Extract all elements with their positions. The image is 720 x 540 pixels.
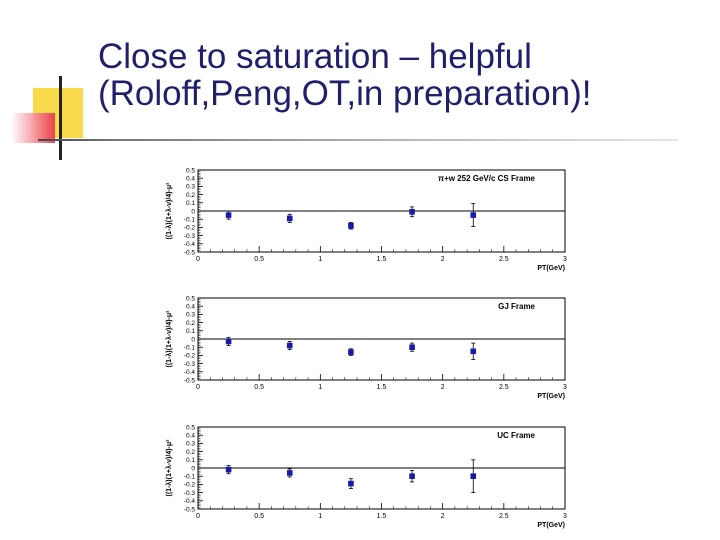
data-point [286, 470, 293, 476]
x-tick-label: 2 [441, 513, 445, 520]
data-point [409, 344, 415, 350]
x-tick-label: 2 [441, 384, 445, 391]
data-point [225, 338, 232, 345]
data-point [409, 209, 415, 215]
y-tick-label: -0.3 [184, 361, 196, 368]
data-point [348, 349, 354, 355]
decor-vertical-line [59, 76, 62, 160]
y-axis-label: ((1-λ)(1+λ-ν)/4)-μ² [165, 439, 173, 497]
x-tick-label: 1.5 [377, 513, 387, 520]
x-tick-label: 2.5 [499, 256, 509, 263]
y-tick-label: -0.3 [184, 233, 196, 240]
plot-gj-frame: 0.50.40.30.20.10-0.1-0.2-0.3-0.4-0.50 0.5… [165, 295, 567, 400]
data-point [348, 480, 354, 487]
y-tick-label: -0.1 [184, 217, 196, 224]
data-point [470, 212, 477, 218]
data-point [470, 348, 477, 355]
y-tick-label: -0.2 [184, 353, 196, 360]
y-tick-label: -0.4 [184, 498, 196, 505]
y-tick-label: 0.3 [186, 441, 195, 448]
data-point [286, 215, 293, 222]
slide-title: Close to saturation – helpful (Roloff,Pe… [98, 38, 592, 112]
y-tick-label: -0.4 [184, 369, 196, 376]
y-tick-label: 0.2 [186, 449, 195, 456]
y-tick-label: 0.2 [186, 192, 195, 199]
x-tick-label: 1.5 [377, 384, 387, 391]
y-tick-label: 0.5 [186, 167, 195, 174]
x-tick-label: 0.5 [254, 256, 264, 263]
decor-pink-square [11, 113, 55, 143]
y-tick-label: 0.3 [186, 184, 195, 191]
data-point [286, 342, 293, 349]
y-tick-label: 0.1 [186, 457, 195, 464]
y-tick-label: -0.5 [184, 506, 196, 513]
x-tick-label: 2.5 [499, 513, 509, 520]
x-axis-label: PT(GeV) [537, 393, 565, 400]
x-tick-label: 0 [196, 384, 200, 391]
x-tick-label: 0.5 [254, 513, 264, 520]
x-tick-label: 2 [441, 256, 445, 263]
y-tick-label: 0.2 [186, 320, 195, 327]
y-tick-label: -0.2 [184, 482, 196, 489]
x-tick-label: 2.5 [499, 384, 509, 391]
y-tick-label: 0 [191, 208, 195, 215]
y-tick-label: 0.5 [186, 295, 195, 302]
y-tick-label: -0.5 [184, 249, 196, 256]
plot-annotation: GJ Frame [498, 302, 535, 311]
x-axis-label: PT(GeV) [537, 265, 565, 272]
plot-uc-frame: 0.50.40.30.20.10-0.1-0.2-0.3-0.4-0.50 0.5… [165, 424, 567, 529]
x-tick-label: 3 [563, 513, 567, 520]
y-tick-label: 0.1 [186, 328, 195, 335]
x-tick-label: 1 [318, 384, 322, 391]
y-tick-label: 0.3 [186, 312, 195, 319]
plot-annotation: UC Frame [497, 431, 535, 440]
decor-horizontal-line [38, 139, 678, 141]
y-tick-label: 0.4 [186, 176, 195, 183]
y-tick-label: -0.1 [184, 474, 196, 481]
y-tick-label: 0.4 [186, 304, 195, 311]
data-point [348, 222, 354, 229]
y-tick-label: 0 [191, 465, 195, 472]
x-tick-label: 1 [318, 256, 322, 263]
plot-cs-frame: 0.50.40.30.20.10-0.1-0.2-0.3-0.4-0.50 0.5… [165, 167, 567, 272]
y-tick-label: -0.5 [184, 377, 196, 384]
y-tick-label: -0.3 [184, 490, 196, 497]
y-tick-label: 0 [191, 336, 195, 343]
y-tick-label: 0.1 [186, 200, 195, 207]
y-axis-label: ((1-λ)(1+λ-ν)/4)-μ² [165, 182, 173, 240]
x-tick-label: 0.5 [254, 384, 264, 391]
data-point [409, 473, 415, 479]
y-axis-label: ((1-λ)(1+λ-ν)/4)-μ² [165, 310, 173, 368]
y-tick-label: 0.4 [186, 433, 195, 440]
data-point [225, 212, 232, 218]
y-tick-label: -0.4 [184, 241, 196, 248]
x-tick-label: 0 [196, 256, 200, 263]
y-tick-label: -0.2 [184, 225, 196, 232]
y-tick-label: -0.1 [184, 345, 196, 352]
plot-annotation: π+w 252 GeV/c CS Frame [438, 174, 536, 183]
data-point [470, 473, 477, 479]
y-tick-label: 0.5 [186, 424, 195, 431]
x-tick-label: 1.5 [377, 256, 387, 263]
x-tick-label: 0 [196, 513, 200, 520]
data-point [225, 466, 232, 473]
slide-title-line-2: (Roloff,Peng,OT,in preparation)! [98, 74, 592, 113]
x-tick-label: 3 [563, 256, 567, 263]
slide-title-line-1: Close to saturation – helpful [98, 37, 532, 76]
x-tick-label: 3 [563, 384, 567, 391]
x-axis-label: PT(GeV) [537, 522, 565, 529]
x-tick-label: 1 [318, 513, 322, 520]
